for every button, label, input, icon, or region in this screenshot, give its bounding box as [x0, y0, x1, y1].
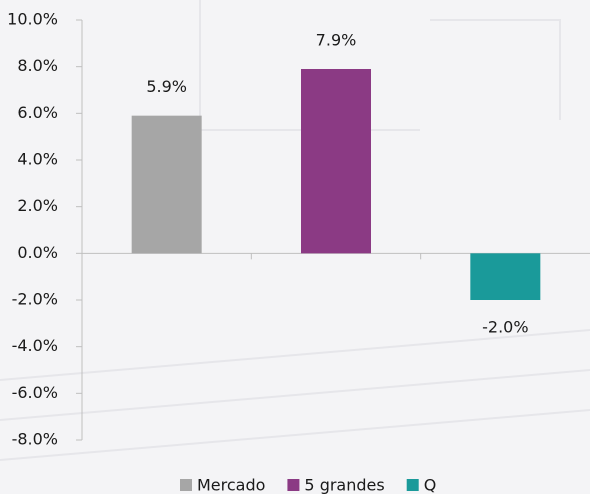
y-tick-label: 6.0%: [17, 103, 58, 122]
legend-swatch: [406, 479, 419, 491]
legend-label: Q: [424, 476, 437, 494]
bar: [470, 253, 541, 300]
y-tick-label: -8.0%: [12, 430, 58, 449]
legend-swatch: [287, 479, 300, 491]
y-tick-label: 2.0%: [17, 196, 58, 215]
legend-label: 5 grandes: [304, 476, 384, 494]
y-tick-label: 4.0%: [17, 150, 58, 169]
value-label: -2.0%: [482, 318, 528, 337]
background-decoration: [0, 0, 590, 461]
value-label: 5.9%: [146, 77, 187, 96]
value-label: 7.9%: [316, 31, 357, 50]
bar: [131, 115, 202, 254]
y-tick-label: -4.0%: [12, 336, 58, 355]
y-tick-label: -6.0%: [12, 383, 58, 402]
legend-swatch: [180, 479, 192, 491]
legend-label: Mercado: [197, 476, 265, 494]
y-tick-label: 0.0%: [17, 243, 58, 262]
y-tick-label: -2.0%: [12, 290, 58, 309]
y-tick-label: 10.0%: [7, 10, 58, 29]
bar: [301, 69, 371, 254]
y-tick-label: 8.0%: [17, 56, 58, 75]
